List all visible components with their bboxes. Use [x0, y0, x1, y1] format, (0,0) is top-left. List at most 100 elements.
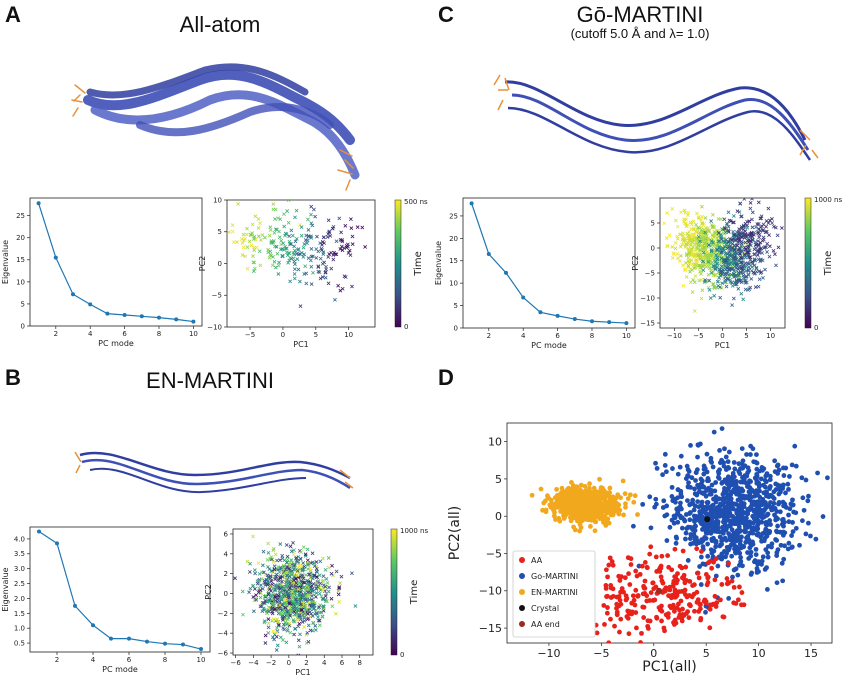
time-point-marker — [350, 571, 354, 576]
time-point-marker — [730, 238, 734, 243]
cluster-point — [731, 567, 737, 573]
time-point-marker — [314, 611, 319, 616]
time-point-marker — [276, 272, 281, 276]
time-point-marker — [706, 260, 711, 264]
time-point-marker — [698, 247, 702, 252]
time-point-marker — [288, 279, 293, 284]
time-point-marker — [284, 640, 289, 645]
y-axis-label: PC2 — [631, 255, 640, 271]
cluster-point — [754, 452, 759, 457]
x-tick-label: 15 — [804, 647, 818, 660]
cluster-point — [635, 512, 640, 517]
cluster-point — [639, 641, 644, 643]
cluster-point — [630, 593, 636, 599]
panel-c-subtitle: (cutoff 5.0 Å and λ= 1.0) — [570, 26, 710, 41]
time-point-marker — [738, 252, 742, 256]
time-point-marker — [780, 226, 784, 230]
legend-marker — [519, 605, 525, 611]
cluster-point — [759, 519, 765, 525]
time-point-marker — [708, 296, 713, 300]
cluster-point — [653, 496, 659, 502]
time-point-marker — [334, 189, 337, 192]
time-point-marker — [252, 248, 257, 253]
cluster-point — [709, 482, 715, 488]
cluster-point — [695, 454, 700, 460]
cluster-point — [634, 625, 639, 631]
time-point-marker — [303, 553, 308, 558]
time-point-marker — [294, 555, 299, 560]
cluster-point — [787, 506, 793, 512]
cluster-point — [763, 526, 769, 532]
time-point-marker — [249, 243, 254, 248]
time-point-marker — [251, 269, 256, 274]
cluster-point — [763, 530, 769, 536]
cluster-point — [743, 525, 749, 531]
scatter-points — [233, 534, 358, 655]
time-point-marker — [258, 263, 263, 268]
time-point-marker — [298, 557, 303, 562]
time-point-marker — [766, 206, 771, 211]
time-point-marker — [269, 593, 274, 598]
cluster-point — [645, 626, 651, 631]
time-point-marker — [298, 602, 303, 607]
time-point-marker — [772, 224, 776, 229]
time-point-marker — [309, 204, 314, 209]
time-point-marker — [278, 635, 283, 640]
time-point-marker — [745, 238, 750, 243]
time-point-marker — [317, 623, 322, 628]
time-point-marker — [718, 247, 723, 252]
time-point-marker — [252, 234, 257, 239]
time-point-marker — [303, 238, 308, 242]
cluster-point — [754, 471, 760, 477]
time-point-marker — [302, 614, 307, 619]
cluster-point — [838, 537, 843, 542]
time-point-marker — [753, 242, 758, 247]
time-point-marker — [266, 621, 271, 626]
time-point-marker — [306, 587, 311, 592]
time-point-marker — [766, 221, 771, 225]
time-point-marker — [270, 635, 275, 640]
time-point-marker — [750, 217, 754, 222]
y-tick-label: −10 — [640, 294, 655, 302]
x-tick-label: 6 — [122, 330, 127, 338]
time-point-marker — [761, 228, 766, 233]
time-point-marker — [767, 254, 772, 259]
time-point-marker — [326, 281, 331, 286]
time-point-marker — [736, 286, 741, 291]
time-point-marker — [708, 253, 713, 258]
time-point-marker — [240, 241, 245, 245]
time-point-marker — [265, 582, 270, 587]
cluster-point — [582, 483, 588, 489]
time-point-marker — [693, 262, 698, 267]
scatter-points — [529, 426, 843, 643]
legend-label: Go-MARTINI — [531, 572, 578, 581]
eigenvalue-point — [163, 641, 167, 646]
cluster-point — [644, 593, 650, 599]
time-point-marker — [317, 585, 322, 590]
time-point-marker — [299, 578, 303, 583]
time-point-marker — [681, 233, 685, 238]
time-point-marker — [329, 571, 334, 576]
cluster-point — [727, 476, 732, 481]
y-tick-label: 0 — [495, 510, 502, 523]
cluster-point — [644, 565, 650, 571]
cluster-point — [717, 448, 722, 453]
time-point-marker — [266, 592, 271, 597]
time-point-marker — [270, 606, 275, 611]
x-tick-label: 5 — [314, 331, 318, 339]
cluster-point — [578, 482, 584, 488]
time-point-marker — [316, 269, 321, 274]
x-tick-label: 2 — [55, 656, 59, 664]
cluster-point — [627, 492, 633, 498]
time-point-marker — [240, 589, 245, 594]
cluster-point — [785, 546, 791, 552]
cluster-point — [679, 565, 685, 571]
x-tick-label: 10 — [766, 332, 775, 340]
time-point-marker — [276, 263, 281, 268]
cluster-point — [669, 592, 675, 598]
legend-marker — [519, 573, 525, 579]
time-point-marker — [682, 208, 687, 213]
cluster-point — [682, 587, 688, 593]
time-point-marker — [713, 231, 718, 236]
cluster-point — [756, 482, 762, 488]
